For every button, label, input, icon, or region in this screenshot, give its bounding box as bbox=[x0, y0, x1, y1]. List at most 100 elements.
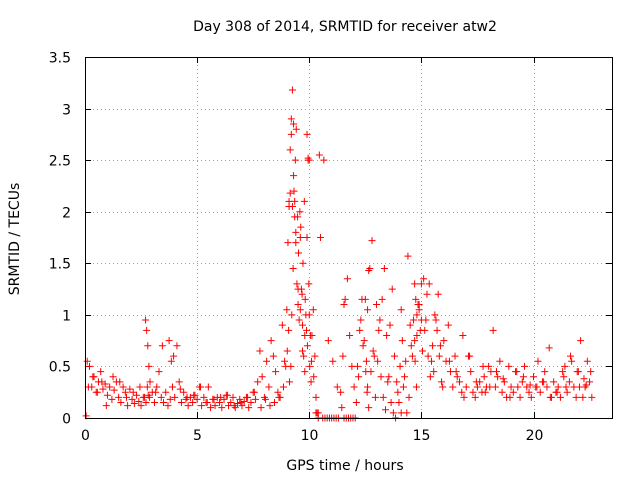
data-point bbox=[425, 280, 433, 288]
data-point bbox=[292, 125, 300, 133]
data-point bbox=[144, 342, 152, 350]
data-point bbox=[399, 383, 407, 391]
data-point bbox=[368, 237, 376, 245]
data-point bbox=[286, 146, 294, 154]
data-point bbox=[473, 383, 481, 391]
data-point bbox=[395, 399, 403, 407]
data-point bbox=[258, 373, 266, 381]
data-point bbox=[430, 368, 438, 376]
data-point bbox=[429, 342, 437, 350]
data-point bbox=[166, 395, 174, 403]
data-point bbox=[352, 399, 360, 407]
data-point bbox=[137, 402, 145, 410]
data-point bbox=[189, 399, 197, 407]
data-point bbox=[291, 156, 299, 164]
data-point bbox=[108, 395, 116, 403]
data-point bbox=[274, 388, 282, 396]
data-point bbox=[324, 337, 332, 345]
data-point bbox=[521, 362, 529, 370]
data-point bbox=[432, 316, 440, 324]
tick-labels: 0 5 10 15 20 0 0.5 1 1.5 2 2.5 3 3.5 bbox=[49, 51, 544, 445]
data-point bbox=[427, 357, 435, 365]
data-point bbox=[155, 368, 163, 376]
data-point bbox=[157, 393, 165, 401]
data-point bbox=[299, 347, 307, 355]
data-point bbox=[413, 331, 421, 339]
data-point bbox=[389, 409, 397, 417]
data-point bbox=[162, 388, 170, 396]
data-point bbox=[164, 402, 172, 410]
data-point bbox=[265, 383, 273, 391]
y-tick-label: 0.5 bbox=[49, 360, 71, 376]
data-point bbox=[142, 399, 150, 407]
data-point bbox=[159, 399, 167, 407]
data-point bbox=[546, 393, 554, 401]
data-point bbox=[379, 393, 387, 401]
data-point bbox=[406, 321, 414, 329]
data-point bbox=[350, 383, 358, 391]
data-point bbox=[358, 295, 366, 303]
x-tick-label: 0 bbox=[81, 428, 90, 444]
data-point bbox=[411, 337, 419, 345]
data-point bbox=[489, 326, 497, 334]
grid-lines bbox=[85, 57, 612, 418]
data-point bbox=[553, 388, 561, 396]
data-point bbox=[110, 386, 118, 394]
data-point bbox=[173, 342, 181, 350]
data-point bbox=[245, 404, 253, 412]
data-point bbox=[310, 373, 318, 381]
data-point bbox=[456, 378, 464, 386]
data-point bbox=[290, 187, 298, 195]
data-point bbox=[287, 115, 295, 123]
data-point bbox=[270, 399, 278, 407]
data-point bbox=[496, 357, 504, 365]
data-point bbox=[356, 326, 364, 334]
data-point bbox=[556, 393, 564, 401]
data-point bbox=[567, 352, 575, 360]
data-point bbox=[196, 383, 204, 391]
data-point bbox=[376, 316, 384, 324]
data-point bbox=[254, 378, 262, 386]
data-point bbox=[85, 362, 93, 370]
data-point bbox=[513, 368, 521, 376]
data-point bbox=[377, 373, 385, 381]
data-point bbox=[568, 357, 576, 365]
data-point bbox=[559, 368, 567, 376]
data-point bbox=[236, 395, 244, 403]
data-point bbox=[286, 378, 294, 386]
data-point bbox=[472, 378, 480, 386]
data-point bbox=[193, 395, 201, 403]
data-point bbox=[410, 316, 418, 324]
axis-ticks bbox=[85, 57, 612, 419]
data-point bbox=[97, 368, 105, 376]
data-point bbox=[290, 172, 298, 180]
data-point bbox=[382, 406, 390, 414]
data-point bbox=[509, 388, 517, 396]
data-point bbox=[146, 378, 154, 386]
data-point bbox=[516, 393, 524, 401]
data-point bbox=[83, 357, 91, 365]
data-point bbox=[434, 290, 442, 298]
data-point bbox=[308, 331, 316, 339]
data-point bbox=[121, 388, 129, 396]
data-point bbox=[122, 393, 130, 401]
data-point bbox=[263, 357, 271, 365]
data-point bbox=[315, 151, 323, 159]
data-point bbox=[305, 311, 313, 319]
y-tick-label: 2 bbox=[62, 206, 71, 222]
y-tick-label: 1.5 bbox=[49, 257, 71, 273]
data-point bbox=[299, 259, 307, 267]
data-point bbox=[479, 362, 487, 370]
data-point bbox=[301, 368, 309, 376]
data-point bbox=[387, 399, 395, 407]
data-point bbox=[396, 362, 404, 370]
data-point bbox=[102, 402, 110, 410]
data-point bbox=[288, 86, 296, 94]
data-point bbox=[307, 378, 315, 386]
data-point bbox=[300, 352, 308, 360]
data-point bbox=[269, 352, 277, 360]
data-point bbox=[486, 383, 494, 391]
data-point bbox=[115, 393, 123, 401]
data-point bbox=[412, 383, 420, 391]
